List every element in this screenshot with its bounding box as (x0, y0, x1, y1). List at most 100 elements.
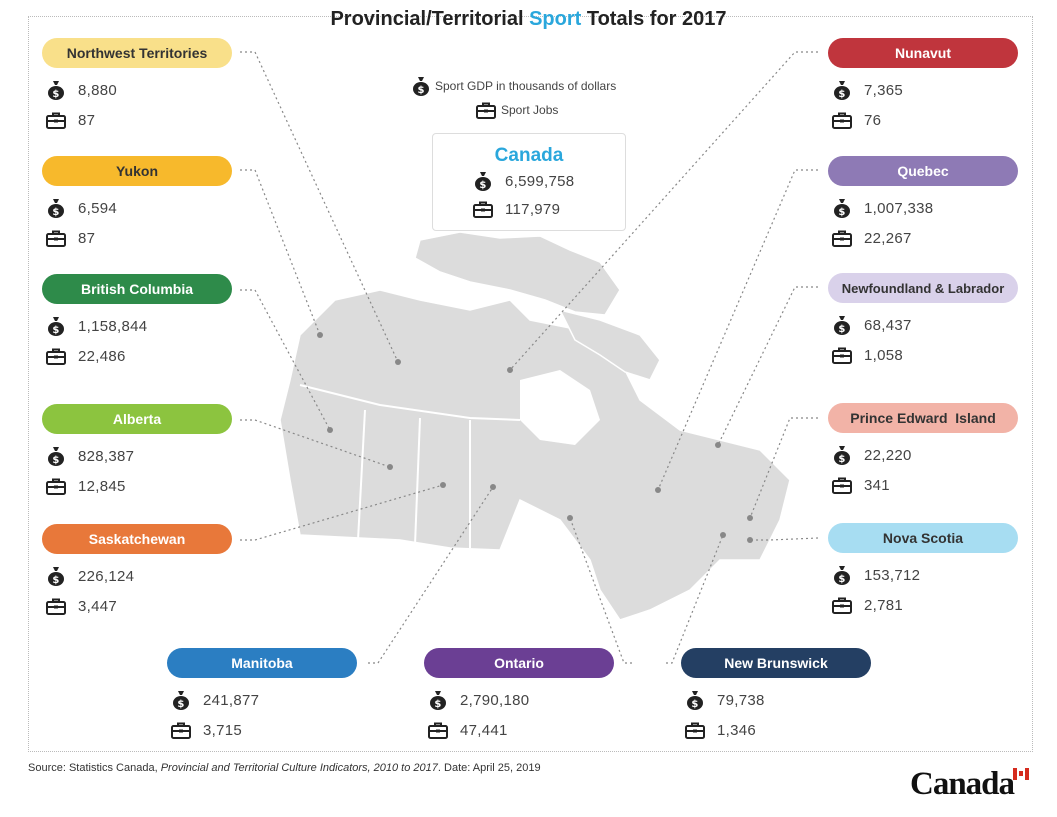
svg-text:$: $ (52, 89, 59, 100)
region-card-nunavut: Nunavut $7,365 76 (828, 38, 1018, 135)
briefcase-icon (46, 595, 66, 617)
svg-text:$: $ (838, 324, 845, 335)
region-card-quebec: Quebec $1,007,338 22,267 (828, 156, 1018, 253)
region-jobs: 341 (832, 470, 1018, 500)
money-bag-icon: $ (46, 79, 66, 101)
canada-gdp: $6,599,758 (473, 167, 625, 195)
region-jobs: 22,486 (46, 341, 232, 371)
region-card-new-brunswick: New Brunswick $79,738 1,346 (681, 648, 871, 745)
marker-saskatchewan (440, 482, 446, 488)
leader-british-columbia (240, 289, 331, 431)
marker-newfoundland (715, 442, 721, 448)
region-card-newfoundland-labrador: Newfoundland & Labrador $68,437 1,058 (828, 273, 1018, 370)
region-card-yukon: Yukon $6,594 87 (42, 156, 232, 253)
marker-quebec (655, 487, 661, 493)
briefcase-icon (171, 719, 191, 741)
money-bag-icon: $ (412, 76, 430, 96)
leader-new-brunswick (666, 534, 724, 664)
region-jobs: 1,346 (685, 715, 871, 745)
canada-wordmark: Canada (910, 766, 1015, 802)
region-jobs: 3,715 (171, 715, 357, 745)
region-jobs: 2,781 (832, 590, 1018, 620)
briefcase-icon (46, 345, 66, 367)
region-gdp: $226,124 (46, 561, 232, 591)
region-gdp: $1,007,338 (832, 193, 1018, 223)
svg-text:$: $ (418, 85, 425, 96)
region-card-northwest-territories: Northwest Territories $8,880 87 (42, 38, 232, 135)
region-name-pill: Northwest Territories (42, 38, 232, 68)
region-name-pill: Saskatchewan (42, 524, 232, 554)
marker-pei (747, 515, 753, 521)
region-name-pill: British Columbia (42, 274, 232, 304)
marker-alberta (387, 464, 393, 470)
region-gdp: $68,437 (832, 310, 1018, 340)
region-name-pill: Yukon (42, 156, 232, 186)
briefcase-icon (46, 109, 66, 131)
region-gdp: $241,877 (171, 685, 357, 715)
briefcase-icon (473, 198, 493, 220)
legend-gdp: $ Sport GDP in thousands of dollars (412, 74, 616, 98)
svg-text:$: $ (838, 454, 845, 465)
briefcase-icon (46, 475, 66, 497)
leader-nova-scotia (750, 537, 819, 541)
money-bag-icon: $ (46, 197, 66, 219)
briefcase-icon (832, 474, 852, 496)
svg-text:$: $ (479, 180, 486, 191)
region-card-ontario: Ontario $2,790,180 47,441 (424, 648, 614, 745)
region-name-pill: Prince Edward Island (828, 403, 1018, 433)
briefcase-icon (428, 719, 448, 741)
region-gdp: $2,790,180 (428, 685, 614, 715)
canada-jobs: 117,979 (473, 195, 625, 223)
marker-new-brunswick (720, 532, 726, 538)
money-bag-icon: $ (171, 689, 191, 711)
money-bag-icon: $ (832, 444, 852, 466)
money-bag-icon: $ (473, 170, 493, 192)
svg-text:$: $ (177, 699, 184, 710)
legend-jobs: Sport Jobs (476, 98, 616, 122)
legend: $ Sport GDP in thousands of dollars Sport… (412, 74, 616, 122)
province-border-2 (414, 417, 421, 546)
svg-text:$: $ (838, 574, 845, 585)
marker-british-columbia (327, 427, 333, 433)
marker-ontario (567, 515, 573, 521)
region-card-manitoba: Manitoba $241,877 3,715 (167, 648, 357, 745)
leader-yukon (240, 169, 321, 336)
region-gdp: $1,158,844 (46, 311, 232, 341)
money-bag-icon: $ (832, 79, 852, 101)
money-bag-icon: $ (46, 445, 66, 467)
source-note: Source: Statistics Canada, Provincial an… (28, 762, 541, 774)
svg-text:$: $ (838, 89, 845, 100)
page-title: Provincial/Territorial Sport Totals for … (330, 8, 727, 30)
briefcase-icon (476, 102, 496, 119)
leader-northwest-territories (240, 51, 399, 363)
region-jobs: 22,267 (832, 223, 1018, 253)
briefcase-icon (832, 344, 852, 366)
map-arctic-islands (414, 231, 621, 316)
leader-saskatchewan (240, 484, 444, 541)
region-gdp: $79,738 (685, 685, 871, 715)
money-bag-icon: $ (46, 315, 66, 337)
region-jobs: 1,058 (832, 340, 1018, 370)
money-bag-icon: $ (46, 565, 66, 587)
flag-icon (1013, 768, 1029, 780)
leader-quebec (657, 169, 818, 491)
briefcase-icon (832, 594, 852, 616)
marker-yukon (317, 332, 323, 338)
svg-text:$: $ (52, 207, 59, 218)
map-mainland (279, 289, 791, 621)
svg-text:$: $ (838, 207, 845, 218)
briefcase-icon (832, 227, 852, 249)
map-baffin-island (558, 308, 661, 381)
province-border-1 (357, 409, 366, 541)
region-name-pill: Newfoundland & Labrador (828, 273, 1018, 303)
region-name-pill: Nunavut (828, 38, 1018, 68)
region-gdp: $828,387 (46, 441, 232, 471)
region-name-pill: Ontario (424, 648, 614, 678)
region-card-alberta: Alberta $828,387 12,845 (42, 404, 232, 501)
region-card-british-columbia: British Columbia $1,158,844 22,486 (42, 274, 232, 371)
marker-nunavut (507, 367, 513, 373)
svg-text:$: $ (52, 325, 59, 336)
canada-total-box: Canada $6,599,758 117,979 (432, 133, 626, 231)
region-name-pill: Quebec (828, 156, 1018, 186)
